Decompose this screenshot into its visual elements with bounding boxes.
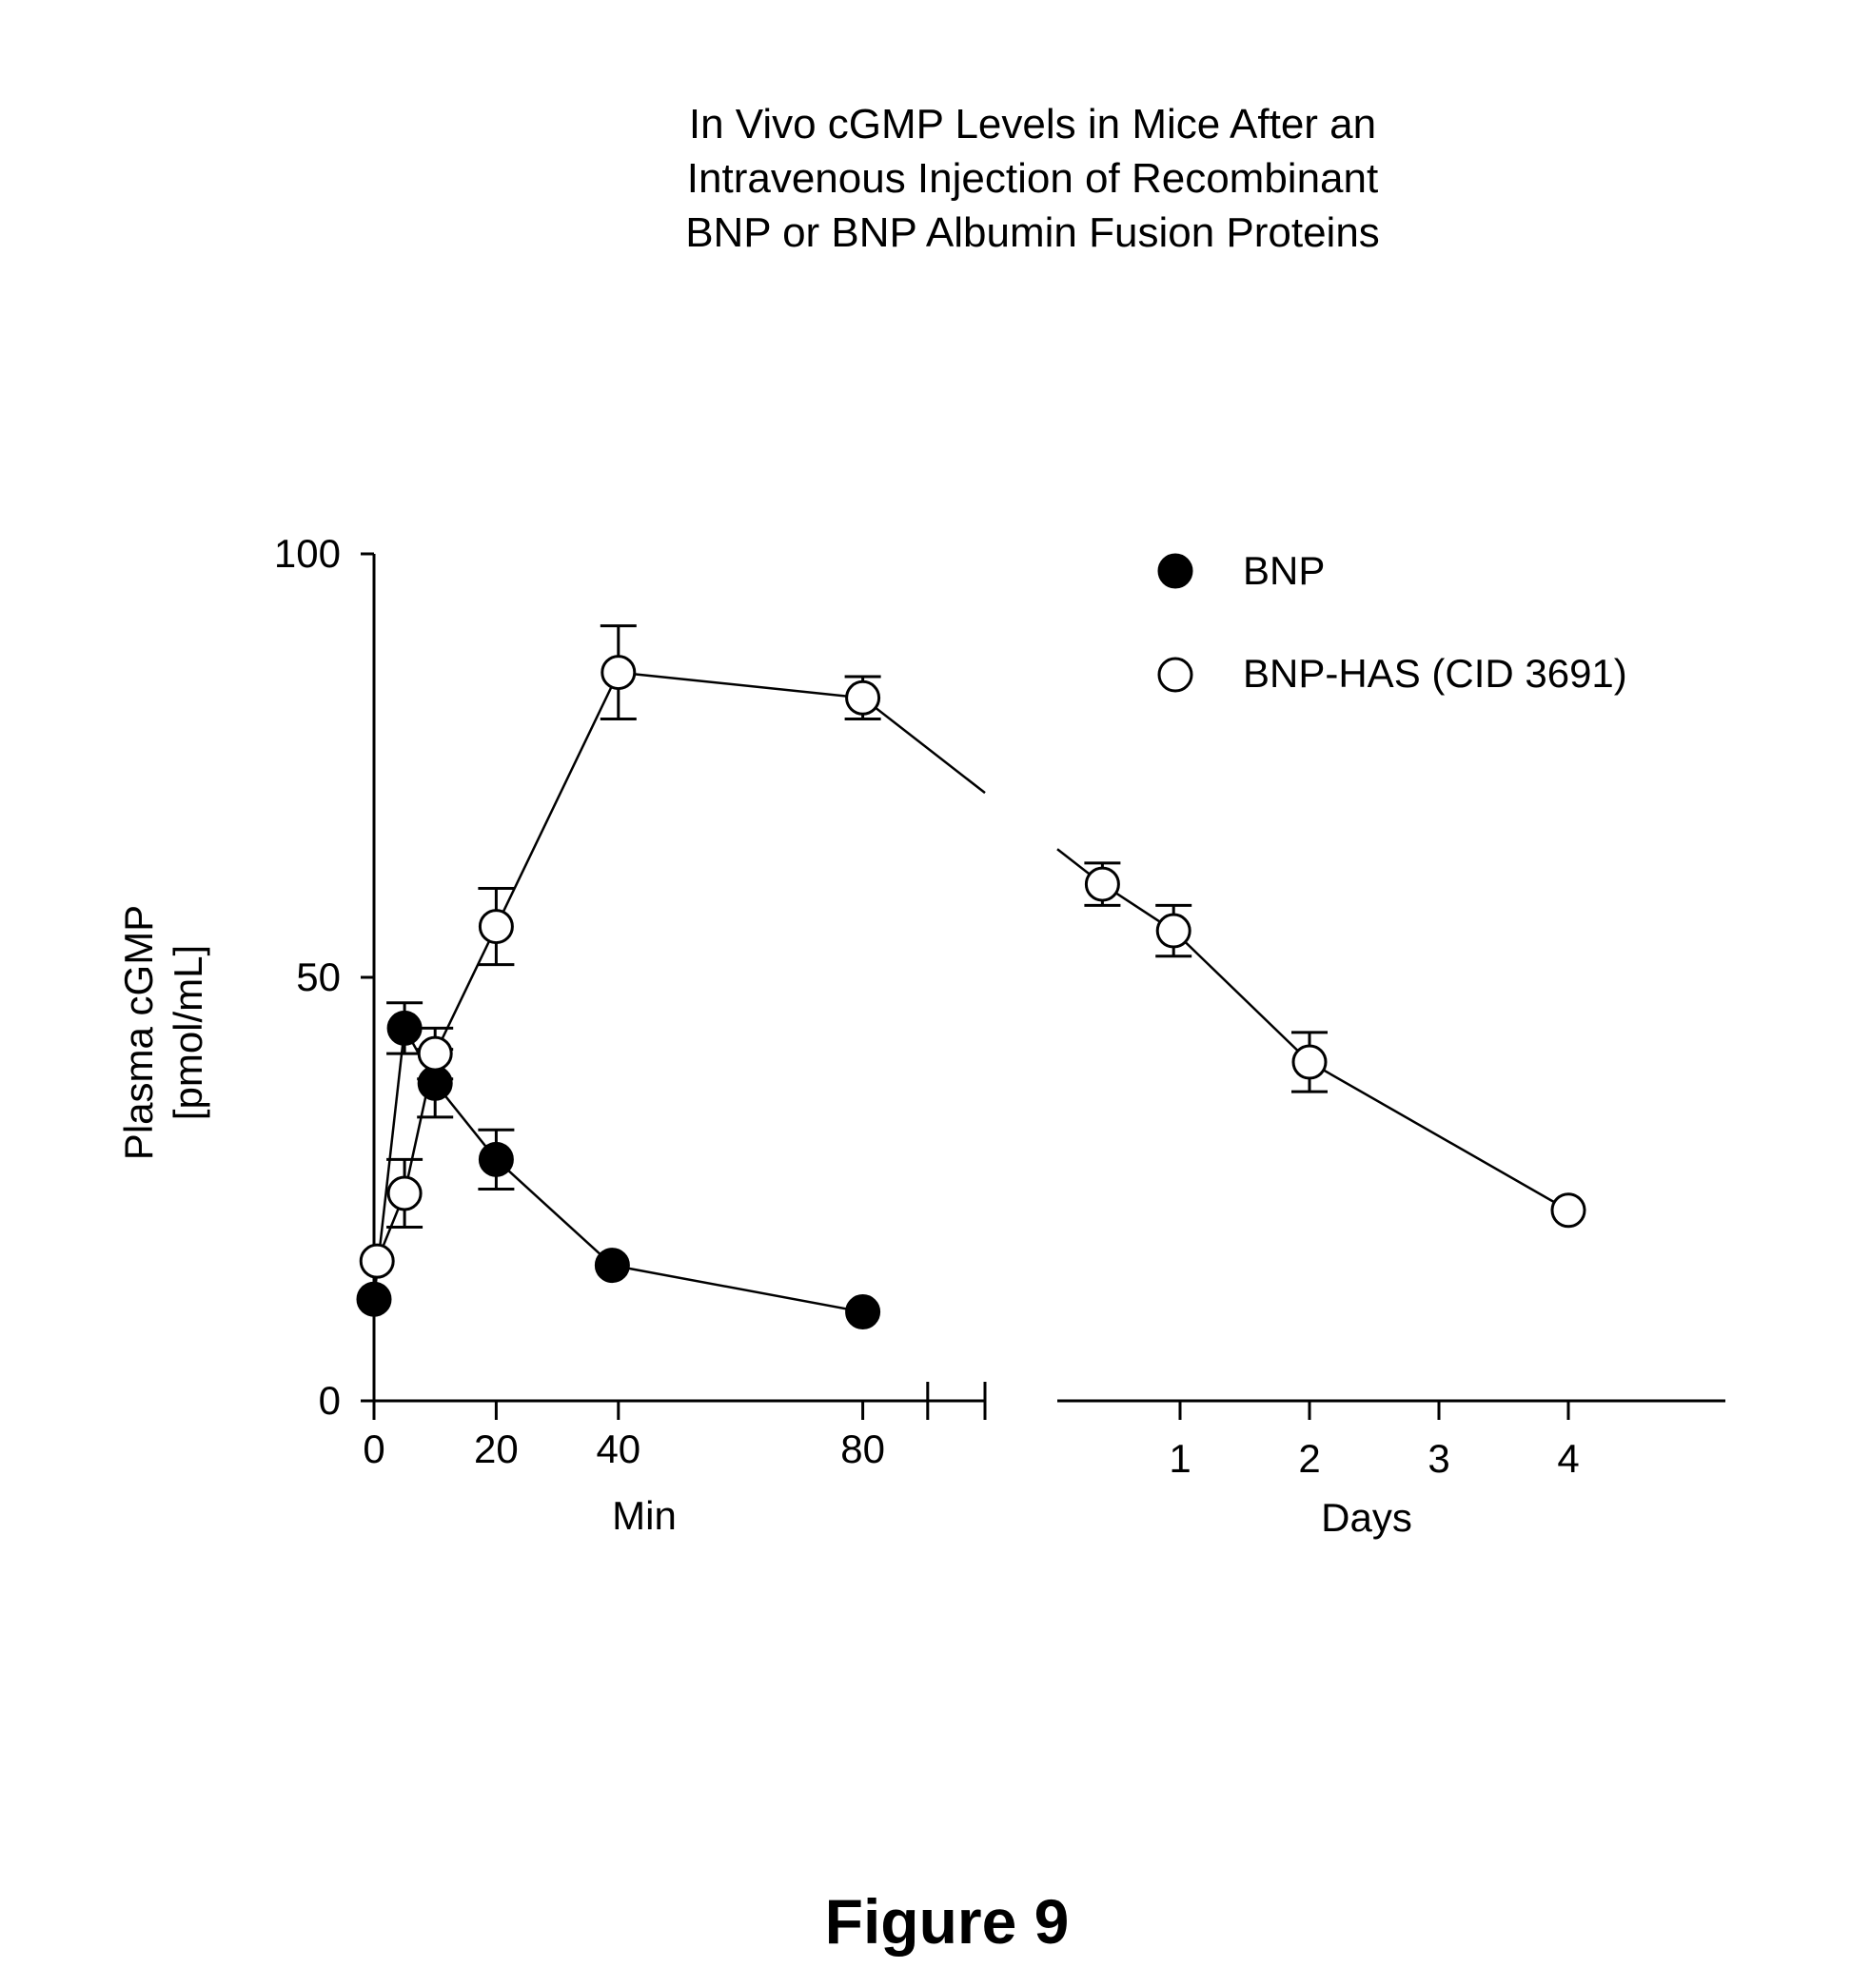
y-tick-label: 0 bbox=[319, 1378, 341, 1423]
title-line-1: In Vivo cGMP Levels in Mice After an bbox=[689, 101, 1376, 148]
figure-label: Figure 9 bbox=[825, 1886, 1070, 1957]
y-ticks: 0 50 100 bbox=[274, 531, 374, 1423]
data-point-open bbox=[602, 657, 635, 689]
series-layer bbox=[358, 626, 1585, 1329]
x-tick-label: 4 bbox=[1557, 1436, 1579, 1481]
data-point-open bbox=[361, 1245, 393, 1277]
y-tick-label: 50 bbox=[296, 955, 341, 999]
x-axis-title-days: Days bbox=[1321, 1495, 1412, 1540]
data-point-filled bbox=[596, 1250, 628, 1282]
series-line-segment bbox=[435, 927, 496, 1054]
x-axis-title-min: Min bbox=[612, 1493, 677, 1538]
x-tick-label: 3 bbox=[1428, 1436, 1449, 1481]
series-line-segment bbox=[496, 1159, 612, 1265]
x-axis-min: 0 20 40 80 bbox=[363, 1382, 985, 1471]
y-axis-title-line-1: Plasma cGMP bbox=[116, 905, 161, 1160]
x-tick-label: 40 bbox=[596, 1427, 640, 1471]
series-line-segment bbox=[619, 673, 863, 699]
data-point-open bbox=[388, 1177, 421, 1210]
data-point-filled bbox=[847, 1296, 879, 1329]
y-axis: 0 50 100 bbox=[274, 531, 374, 1423]
data-point-open bbox=[1293, 1046, 1326, 1078]
series-line-segment bbox=[1173, 931, 1309, 1062]
series-line-segment bbox=[1309, 1062, 1568, 1211]
title-line-3: BNP or BNP Albumin Fusion Proteins bbox=[685, 209, 1380, 256]
x-axis-days: 1 2 3 4 bbox=[928, 1382, 1725, 1481]
series-bnp-has bbox=[361, 626, 1585, 1278]
legend-item-bnp: BNP bbox=[1159, 548, 1325, 593]
legend-marker-open-circle bbox=[1159, 659, 1191, 691]
series-line-segment bbox=[612, 1266, 862, 1312]
legend-marker-filled-circle bbox=[1159, 555, 1191, 587]
data-point-filled bbox=[480, 1143, 512, 1175]
series-line-segment bbox=[863, 698, 985, 793]
data-point-filled bbox=[358, 1283, 390, 1315]
y-axis-title: Plasma cGMP [pmol/mL] bbox=[116, 905, 210, 1160]
x-axes: 0 20 40 80 1 2 3 4 bbox=[363, 1382, 1725, 1481]
data-point-open bbox=[480, 911, 512, 943]
legend-item-bnp-has: BNP-HAS (CID 3691) bbox=[1159, 651, 1627, 696]
data-point-filled bbox=[388, 1012, 421, 1044]
data-point-open bbox=[1086, 868, 1118, 900]
x-tick-label: 0 bbox=[363, 1427, 384, 1471]
data-point-open bbox=[847, 681, 879, 714]
x-tick-label: 20 bbox=[474, 1427, 519, 1471]
data-point-open bbox=[1157, 915, 1190, 947]
title-line-2: Intravenous Injection of Recombinant bbox=[687, 155, 1378, 202]
chart-title: In Vivo cGMP Levels in Mice After an Int… bbox=[685, 101, 1380, 256]
legend: BNP BNP-HAS (CID 3691) bbox=[1159, 548, 1627, 696]
legend-label-bnp: BNP bbox=[1243, 548, 1325, 593]
x-tick-label: 2 bbox=[1298, 1436, 1320, 1481]
data-point-open bbox=[419, 1037, 451, 1070]
y-axis-title-line-2: [pmol/mL] bbox=[166, 945, 210, 1120]
legend-label-bnp-has: BNP-HAS (CID 3691) bbox=[1243, 651, 1627, 696]
series-line-segment bbox=[496, 673, 618, 927]
x-tick-label: 1 bbox=[1169, 1436, 1191, 1481]
x-tick-label: 80 bbox=[840, 1427, 885, 1471]
data-point-open bbox=[1552, 1194, 1585, 1227]
y-tick-label: 100 bbox=[274, 531, 341, 576]
